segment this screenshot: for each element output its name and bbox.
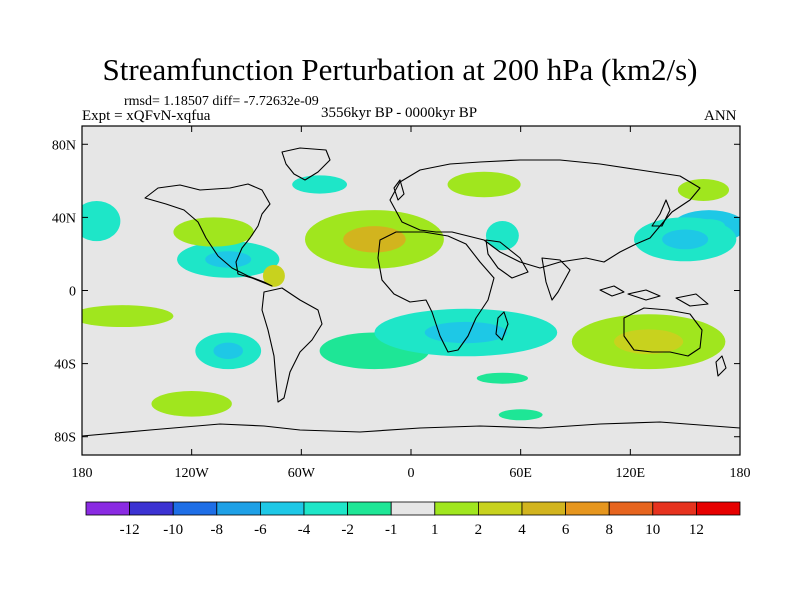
stats-text: rmsd= 1.18507 diff= -7.72632e-09 [124,94,319,109]
season-label: ANN [704,108,737,124]
colorbar-label: -1 [385,522,398,538]
y-tick-label: 80N [52,138,76,153]
colorbar-label: 10 [645,522,660,538]
contour-region-2 [677,179,730,201]
contour-core-15 [424,321,507,344]
contour-core-18 [614,329,684,355]
contour-fields [82,171,740,421]
x-tick-label: 120E [616,466,646,481]
period-label: 3556kyr BP - 0000kyr BP [321,105,478,121]
y-tick-label: 80S [54,431,76,446]
experiment-label: Expt = xQFvN-xqfua [82,108,211,124]
x-tick-label: 0 [408,466,415,481]
y-tick-label: 40N [52,211,76,226]
colorbar-swatch [434,501,479,516]
x-tick-label: 60W [288,466,316,481]
colorbar-label: 12 [689,522,704,538]
contour-core-8 [343,226,406,253]
colorbar-swatch [172,501,218,516]
colorbar-swatch [85,501,130,516]
colorbar-swatch [696,501,741,516]
contour-region-12 [82,305,174,328]
colorbar-label: -6 [254,522,267,538]
colorbar: -12 -10 -8 -6 -4 -2 -1 1 2 4 6 8 10 12 [85,501,741,538]
colorbar-label: 2 [475,522,483,538]
contour-core-1 [662,229,709,250]
x-tick-label: 180 [72,466,93,481]
colorbar-swatch [347,501,392,516]
contour-core-4 [205,251,252,268]
contour-core-11 [213,342,244,360]
contour-region-7 [262,264,285,287]
colorbar-label: 8 [605,522,613,538]
y-tick-label: 0 [69,285,76,300]
colorbar-label: -12 [120,522,140,538]
colorbar-swatch [303,501,348,516]
colorbar-label: 6 [562,522,570,538]
y-tick-label: 40S [54,358,76,373]
contour-region-16 [476,372,528,384]
contour-region-13 [151,391,232,417]
colorbar-label: -4 [298,522,311,538]
colorbar-swatch [216,501,261,516]
contour-region-9 [447,171,521,198]
x-tick-label: 60E [509,466,532,481]
colorbar-label: 4 [518,522,526,538]
chart-title: Streamfunction Perturbation at 200 hPa (… [102,52,698,87]
contour-region-17 [498,409,543,421]
contour-region-3 [82,200,121,242]
colorbar-swatch [608,501,654,516]
x-tick-label: 180 [730,466,751,481]
x-tick-label: 120W [175,466,210,481]
contour-region-5 [173,217,254,247]
colorbar-label: -2 [341,522,354,538]
map-axes: 180 120W 60W 0 60E 120E 180 80N 40N 0 40S 80S [52,125,751,481]
colorbar-swatch [477,501,523,516]
colorbar-label: 1 [431,522,439,538]
colorbar-swatch [129,501,174,516]
colorbar-label: -10 [163,522,183,538]
colorbar-swatch [565,501,610,516]
colorbar-swatch [652,501,697,516]
coastlines [82,147,740,437]
colorbar-swatch [390,501,436,516]
colorbar-swatch [521,501,566,516]
colorbar-swatch [259,501,305,516]
contour-region-10 [485,221,519,251]
colorbar-label: -8 [211,522,224,538]
